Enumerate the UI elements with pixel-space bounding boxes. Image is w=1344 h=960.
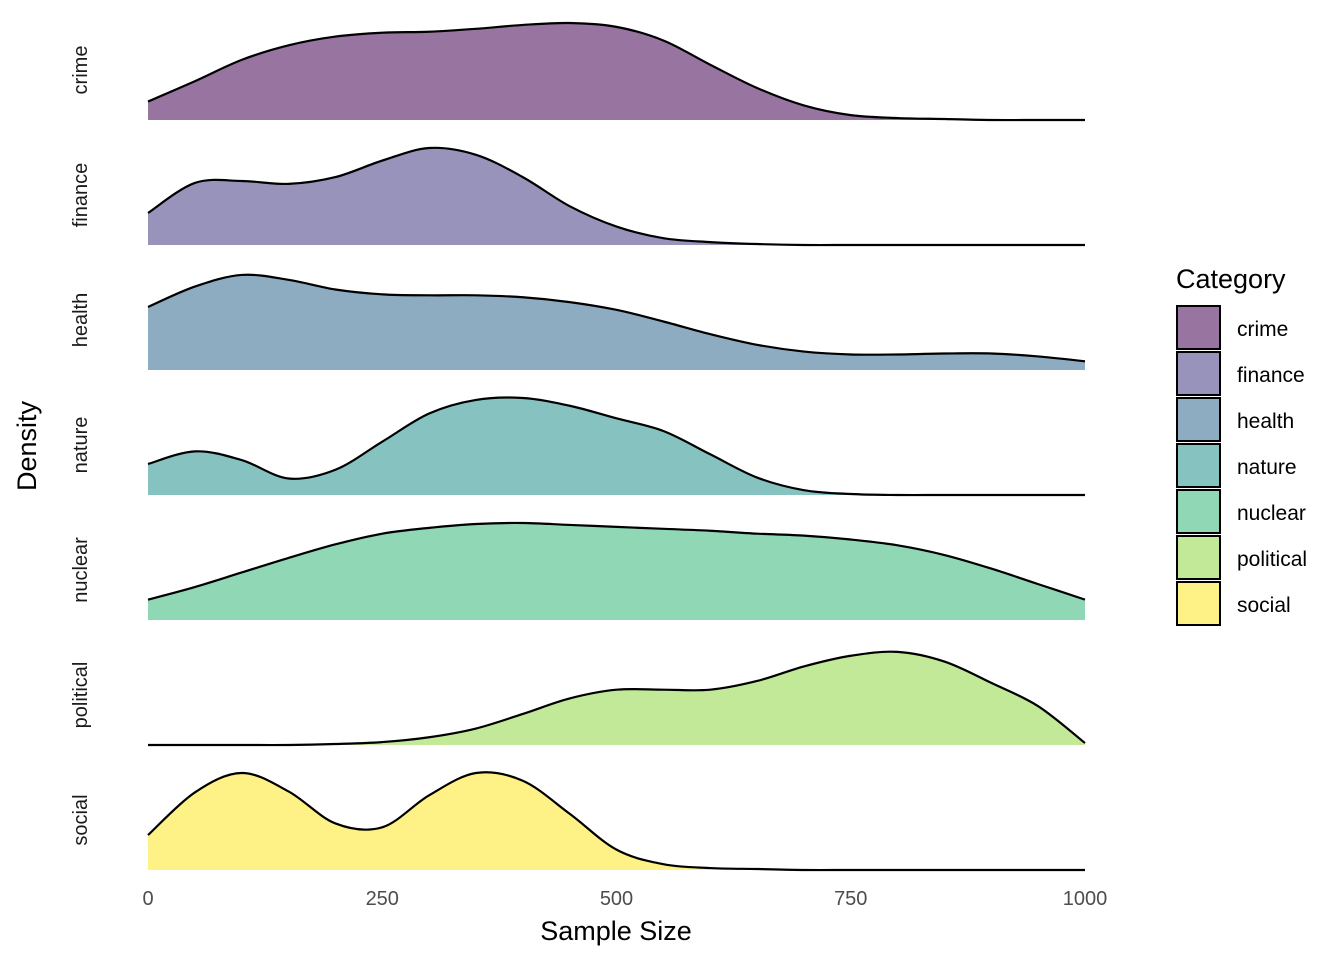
ridge-political (148, 650, 1086, 747)
ridge-health (147, 273, 1086, 370)
legend-item-social: social (1176, 581, 1291, 626)
ridge-crime (147, 21, 1085, 122)
row-label-finance: finance (70, 163, 92, 228)
legend-label-finance: finance (1237, 364, 1305, 387)
ridge-nature (147, 396, 1085, 497)
row-label-nuclear: nuclear (70, 537, 92, 603)
row-labels: crime finance health nature nuclear political… (70, 46, 92, 846)
legend-label-nature: nature (1237, 456, 1297, 479)
ridge-fill-political (148, 651, 1085, 746)
legend-swatch-nuclear (1176, 489, 1221, 534)
legend-swatch-social (1176, 581, 1221, 626)
ridge-fill-finance (148, 147, 1085, 246)
ridge-line-political (148, 650, 1086, 747)
ridge-fill-nature (148, 397, 1085, 496)
ridge-line-health (147, 273, 1086, 363)
legend-title: Category (1176, 264, 1286, 294)
legend-label-political: political (1237, 548, 1307, 571)
legend-item-health: health (1176, 397, 1294, 442)
ridge-fill-nuclear (148, 522, 1085, 620)
legend-items: crime finance health nature nuclear political… (1176, 305, 1307, 626)
ridge-fill-social (148, 772, 1085, 871)
legend-label-social: social (1237, 594, 1291, 617)
row-label-social: social (70, 794, 92, 845)
legend-label-nuclear: nuclear (1237, 502, 1306, 525)
legend-item-political: political (1176, 535, 1307, 580)
ridge-line-nuclear (147, 521, 1086, 601)
row-label-health: health (70, 293, 92, 348)
legend-swatch-health (1176, 397, 1221, 442)
ridge-finance (147, 146, 1085, 247)
legend-item-nature: nature (1176, 443, 1297, 488)
legend-item-nuclear: nuclear (1176, 489, 1306, 534)
x-tick-label: 750 (834, 888, 867, 910)
legend-swatch-finance (1176, 351, 1221, 396)
x-tick-label: 1000 (1063, 888, 1108, 910)
x-tick-label: 250 (366, 888, 399, 910)
row-label-crime: crime (70, 46, 92, 95)
ridge-fill-crime (148, 22, 1085, 121)
legend-label-crime: crime (1237, 318, 1288, 341)
ridge-social (147, 771, 1085, 872)
legend-swatch-crime (1176, 305, 1221, 350)
ridge-line-social (147, 771, 1085, 872)
legend-item-crime: crime (1176, 305, 1288, 350)
row-label-nature: nature (70, 417, 92, 474)
legend-swatch-nature (1176, 443, 1221, 488)
ridge-nuclear (147, 521, 1086, 620)
x-axis-title: Sample Size (540, 916, 692, 946)
legend-label-health: health (1237, 410, 1294, 433)
x-axis: 0 250 500 750 1000 (142, 888, 1107, 910)
legend-item-finance: finance (1176, 351, 1305, 396)
ridges (147, 21, 1086, 872)
x-tick-label: 0 (142, 888, 153, 910)
x-tick-label: 500 (600, 888, 633, 910)
legend: Category crime finance health nature nuclear… (1176, 264, 1307, 626)
legend-swatch-political (1176, 535, 1221, 580)
row-label-political: political (70, 662, 92, 729)
ridge-line-crime (147, 21, 1085, 122)
ridge-fill-health (148, 274, 1085, 370)
ridge-line-finance (147, 146, 1085, 247)
y-axis-title: Density (12, 400, 42, 491)
ridge-line-nature (147, 396, 1085, 497)
